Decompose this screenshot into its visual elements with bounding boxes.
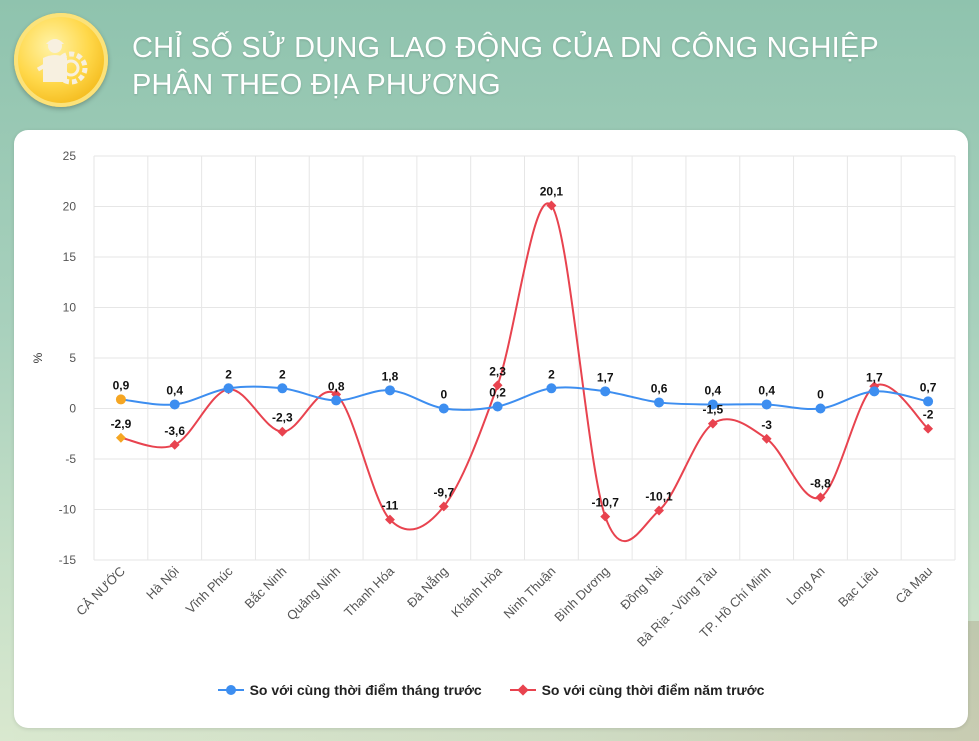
- data-point: [223, 383, 234, 394]
- data-label: -9,7: [433, 485, 454, 499]
- y-axis-label: %: [31, 352, 45, 363]
- series-line-1: [120, 385, 929, 411]
- data-label: -10,1: [645, 490, 673, 504]
- data-label: 0,2: [489, 385, 506, 399]
- data-point: [761, 399, 772, 410]
- x-tick-label: Bình Dương: [551, 564, 612, 625]
- data-label: 2: [225, 367, 232, 381]
- x-tick-label: Khánh Hòa: [448, 563, 505, 620]
- x-tick-label: Long An: [783, 564, 827, 608]
- data-point: [707, 418, 718, 429]
- worker-gear-icon: [14, 13, 108, 107]
- data-label: 1,7: [597, 370, 614, 384]
- data-point: [438, 403, 449, 414]
- data-label: -1,5: [703, 403, 724, 417]
- data-label: 2,3: [489, 364, 506, 378]
- data-point: [546, 200, 557, 211]
- data-point: [869, 386, 880, 397]
- data-label: -3: [761, 418, 772, 432]
- page-title: CHỈ SỐ SỬ DỤNG LAO ĐỘNG CỦA DN CÔNG NGHI…: [132, 32, 879, 101]
- y-tick-label: 5: [69, 351, 76, 365]
- legend-label-series2: So với cùng thời điểm năm trước: [541, 682, 765, 698]
- x-tick-label: Bạc Liêu: [835, 564, 881, 610]
- chart-legend: So với cùng thời điểm tháng trước So với…: [14, 682, 968, 698]
- data-label: 2: [279, 367, 286, 381]
- data-label: 0,4: [705, 383, 722, 397]
- y-tick-label: -15: [59, 553, 77, 567]
- x-tick-label: Hà Nội: [143, 563, 182, 602]
- x-tick-label: Cà Mau: [892, 564, 935, 607]
- data-point: [115, 394, 126, 405]
- data-point: [923, 423, 934, 434]
- legend-swatch-series1: [217, 685, 244, 695]
- data-point: [277, 426, 288, 437]
- data-point: [761, 433, 772, 444]
- data-label: -3,6: [164, 424, 185, 438]
- y-tick-label: 25: [63, 149, 77, 163]
- x-tick-label: Vĩnh Phúc: [183, 563, 236, 616]
- data-point: [654, 397, 665, 408]
- legend-label-series1: So với cùng thời điểm tháng trước: [249, 682, 482, 698]
- data-label: -2: [923, 408, 934, 422]
- data-label: 0,4: [166, 383, 183, 397]
- data-label: -2,3: [272, 411, 293, 425]
- data-label: -11: [382, 499, 399, 513]
- x-tick-label: Bắc Ninh: [242, 564, 290, 612]
- x-tick-label: CẢ NƯỚC: [73, 564, 128, 619]
- x-tick-label: Đà Nẵng: [404, 564, 451, 611]
- data-point: [600, 386, 611, 397]
- legend-item-series1[interactable]: So với cùng thời điểm tháng trước: [217, 682, 482, 698]
- data-label: 0,6: [651, 381, 668, 395]
- x-tick-label: Đồng Nai: [617, 563, 666, 612]
- chart-card: 25 20 15 10 5 0 -5 -10 -15% CẢ NƯỚC Hà Nội Vĩnh Phú…: [14, 130, 968, 728]
- y-tick-label: -5: [65, 452, 76, 466]
- data-point: [707, 399, 718, 410]
- data-point: [600, 511, 611, 522]
- x-tick-label: Thanh Hóa: [341, 563, 398, 620]
- data-point: [654, 505, 664, 516]
- y-tick-label: 20: [63, 200, 77, 214]
- data-label: 0,7: [920, 380, 937, 394]
- x-tick-label: Quảng Ninh: [284, 564, 344, 624]
- data-point: [438, 501, 449, 512]
- data-point: [331, 395, 342, 406]
- data-point: [815, 403, 826, 414]
- data-label: 20,1: [540, 184, 564, 198]
- y-tick-label: 0: [69, 402, 76, 416]
- legend-swatch-series2: [509, 684, 536, 696]
- data-label: 0,9: [113, 378, 130, 392]
- data-point: [546, 383, 557, 394]
- data-point: [169, 439, 180, 450]
- data-point: [277, 383, 288, 394]
- x-tick-label: Ninh Thuận: [501, 564, 559, 622]
- data-point: [384, 385, 395, 396]
- y-tick-label: 15: [63, 250, 77, 264]
- y-tick-label: -10: [59, 503, 77, 517]
- data-label: -10,7: [592, 496, 620, 510]
- data-label: 0,4: [758, 383, 775, 397]
- data-label: -8,8: [810, 476, 831, 490]
- data-point: [923, 396, 934, 407]
- data-point: [492, 401, 503, 412]
- data-label: -2,9: [111, 417, 132, 431]
- data-label: 1,8: [382, 369, 399, 383]
- data-label: 0: [440, 388, 447, 402]
- data-label: 2: [548, 367, 555, 381]
- legend-item-series2[interactable]: So với cùng thời điểm năm trước: [509, 682, 765, 698]
- data-point: [385, 514, 395, 525]
- data-label: 0,8: [328, 379, 345, 393]
- data-point: [169, 399, 180, 410]
- data-label: 1,7: [866, 370, 883, 384]
- data-point: [492, 380, 503, 391]
- y-tick-label: 10: [63, 301, 77, 315]
- data-label: 0: [817, 388, 824, 402]
- data-point: [115, 432, 126, 443]
- data-point: [815, 492, 826, 503]
